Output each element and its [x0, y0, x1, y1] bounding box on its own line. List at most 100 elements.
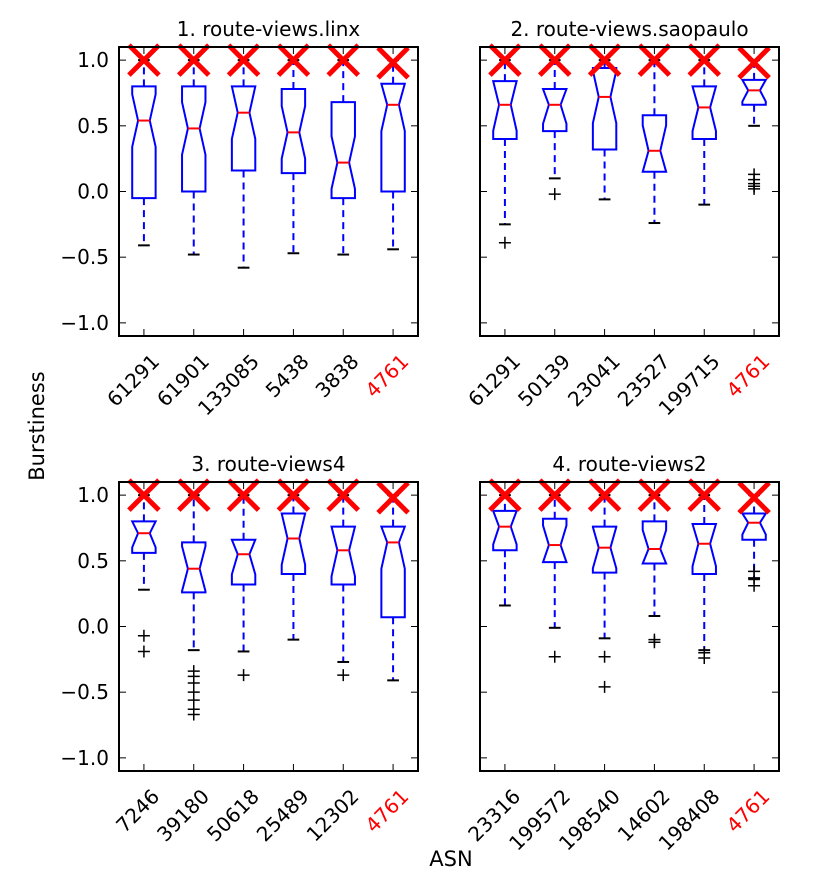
box-14602: 14602	[613, 478, 675, 846]
panel-title: 1. route-views.linx	[177, 17, 361, 41]
plot-frame	[118, 46, 419, 337]
panel-title: 4. route-views2	[552, 452, 706, 476]
mean-marker	[488, 43, 522, 77]
flier-point	[598, 680, 611, 693]
notched-box	[230, 85, 257, 172]
box-4761: 4761	[360, 45, 413, 402]
x-tick-label-50139: 50139	[513, 349, 575, 411]
box-3838: 3838	[311, 43, 364, 402]
x-tick-label-4761: 4761	[360, 784, 413, 837]
notched-box	[181, 85, 207, 193]
y-tick-label: 1.0	[77, 48, 109, 72]
notched-box	[641, 114, 668, 173]
mean-marker	[176, 478, 211, 512]
panel-title: 3. route-views4	[191, 452, 345, 476]
notched-box	[641, 520, 668, 565]
y-tick-label: −1.0	[60, 746, 109, 770]
panel-1: 1. route-views.linx 1.0 0.5 0.0 −0.5 −1.0 6129…	[60, 17, 419, 420]
panel-2: 2. route-views.saopaulo 61291501392304123…	[463, 17, 780, 420]
flier-point	[337, 669, 350, 682]
box-50139: 50139	[513, 43, 575, 411]
box-25489: 25489	[252, 478, 314, 846]
flier-point	[648, 636, 661, 649]
box-50618: 50618	[202, 478, 264, 846]
x-tick-label-4761: 4761	[360, 349, 413, 402]
notched-box	[691, 523, 718, 575]
notched-box	[491, 80, 518, 140]
flier-point	[137, 629, 150, 642]
y-tick-label: 0.5	[77, 549, 109, 573]
mean-marker	[488, 478, 522, 512]
mean-marker	[326, 43, 361, 77]
y-tick-label: −0.5	[60, 680, 109, 704]
mean-marker	[127, 478, 161, 512]
mean-marker	[587, 43, 622, 77]
notched-box	[380, 82, 407, 193]
flier-point	[548, 188, 561, 201]
notched-box	[230, 538, 257, 586]
flier-point	[498, 236, 511, 249]
notched-box	[591, 525, 618, 574]
y-axis-label: Burstiness	[25, 371, 49, 480]
y-tick-label: −1.0	[60, 311, 109, 335]
x-axis-label: ASN	[429, 847, 472, 871]
notched-box	[491, 509, 519, 552]
mean-marker	[376, 45, 410, 80]
box-4761: 4761	[360, 480, 413, 837]
mean-marker	[687, 478, 722, 512]
notched-box	[740, 512, 768, 541]
notched-box	[379, 525, 407, 619]
box-4761: 4761	[721, 480, 774, 837]
notched-box	[131, 85, 157, 200]
notched-box	[130, 520, 158, 554]
notched-box	[541, 517, 568, 564]
mean-marker	[326, 478, 361, 512]
x-tick-label-50618: 50618	[202, 784, 264, 846]
box-23316: 23316	[463, 478, 525, 846]
notched-box	[541, 88, 568, 133]
mean-marker	[537, 478, 572, 512]
x-tick-label-25489: 25489	[252, 784, 314, 846]
flier-point	[698, 652, 711, 665]
mean-marker	[537, 43, 572, 77]
notched-box	[280, 88, 307, 175]
mean-marker	[637, 478, 672, 512]
x-tick-label-61291: 61291	[102, 349, 164, 411]
box-12302: 12302	[302, 478, 364, 846]
notched-box	[591, 67, 618, 151]
x-tick-label-23041: 23041	[563, 349, 625, 411]
plot-frame	[479, 481, 780, 772]
mean-marker	[176, 43, 211, 77]
flier-point	[237, 669, 250, 682]
mean-marker	[276, 478, 311, 512]
x-tick-label-3838: 3838	[311, 349, 364, 402]
panel-title: 2. route-views.saopaulo	[510, 17, 748, 41]
y-tick-label: 0.5	[77, 114, 109, 138]
flier-point	[137, 645, 150, 658]
flier-point	[548, 650, 561, 663]
panel-4: 4. route-views22331619957219854014602198…	[463, 452, 780, 855]
notched-box	[740, 78, 768, 106]
y-tick-label: 0.0	[77, 180, 109, 204]
mean-marker	[276, 43, 311, 77]
x-tick-label-39180: 39180	[152, 784, 214, 846]
mean-marker	[226, 43, 261, 77]
plot-frame	[118, 481, 419, 772]
x-tick-label-5438: 5438	[261, 349, 314, 402]
flier-point	[598, 650, 611, 663]
box-23527: 23527	[613, 43, 675, 411]
mean-marker	[737, 45, 771, 80]
y-tick-label: 0.0	[77, 615, 109, 639]
mean-marker	[637, 43, 672, 77]
notched-box	[181, 541, 207, 594]
mean-marker	[226, 478, 261, 512]
x-tick-label-12302: 12302	[302, 784, 364, 846]
mean-marker	[737, 480, 771, 515]
plot-frame	[479, 46, 780, 337]
flier-point	[748, 579, 761, 592]
box-4761: 4761	[721, 45, 774, 402]
box-61901: 61901	[152, 43, 214, 411]
x-tick-label-61291: 61291	[463, 349, 525, 411]
mean-marker	[587, 478, 622, 512]
